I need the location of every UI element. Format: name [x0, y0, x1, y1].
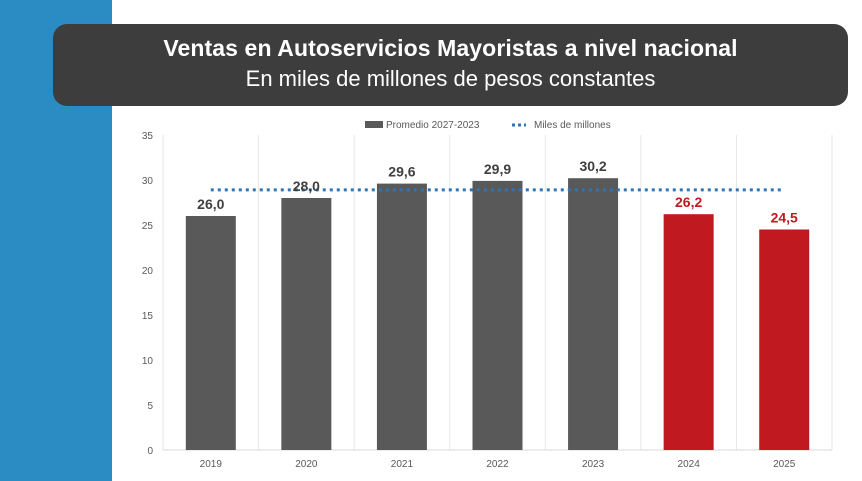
chart-subtitle: En miles de millones de pesos constantes: [245, 66, 656, 91]
y-tick-label: 0: [147, 446, 153, 457]
data-labels: 26,0 28,0 29,6 29,9 30,2 26,2 24,5: [197, 158, 798, 225]
title-banner: Ventas en Autoservicios Mayoristas a niv…: [53, 24, 848, 106]
data-label-2019: 26,0: [197, 196, 224, 212]
y-tick-label: 30: [142, 176, 154, 187]
x-tick-label: 2025: [773, 459, 796, 470]
bar-series: [185, 178, 810, 450]
y-axis: 0 5 10 15 20 25 30 35: [142, 131, 154, 457]
y-tick-label: 10: [142, 356, 154, 367]
chart-title: Ventas en Autoservicios Mayoristas a niv…: [163, 35, 738, 61]
x-tick-label: 2020: [295, 459, 318, 470]
y-tick-label: 15: [142, 311, 154, 322]
bar-2020: [281, 198, 332, 450]
data-label-2021: 29,6: [388, 164, 415, 180]
x-tick-label: 2023: [582, 459, 605, 470]
x-tick-label: 2022: [486, 459, 509, 470]
y-tick-label: 5: [147, 401, 153, 412]
legend-entry-bars: Promedio 2027-2023: [386, 120, 480, 131]
data-label-2022: 29,9: [484, 161, 511, 177]
chart-legend: Promedio 2027-2023 Miles de millones: [365, 120, 611, 131]
legend-bar-swatch: [365, 121, 383, 128]
x-tick-label: 2021: [391, 459, 414, 470]
bar-2022: [472, 180, 523, 450]
x-tick-label: 2024: [678, 459, 701, 470]
data-label-2020: 28,0: [293, 178, 320, 194]
data-label-2024: 26,2: [675, 194, 702, 210]
x-tick-label: 2019: [200, 459, 223, 470]
y-tick-label: 25: [142, 221, 154, 232]
y-tick-label: 20: [142, 266, 154, 277]
bar-2025: [759, 229, 810, 450]
data-label-2023: 30,2: [579, 158, 606, 174]
bar-2021: [376, 183, 427, 450]
bar-2023: [568, 178, 619, 450]
data-label-2025: 24,5: [771, 210, 798, 226]
legend-entry-line: Miles de millones: [534, 120, 611, 131]
x-axis: 2019 2020 2021 2022 2023 2024 2025: [200, 459, 796, 470]
bar-2024: [663, 214, 714, 450]
chart-grid: [162, 135, 833, 451]
bar-2019: [185, 216, 236, 450]
y-tick-label: 35: [142, 131, 154, 142]
